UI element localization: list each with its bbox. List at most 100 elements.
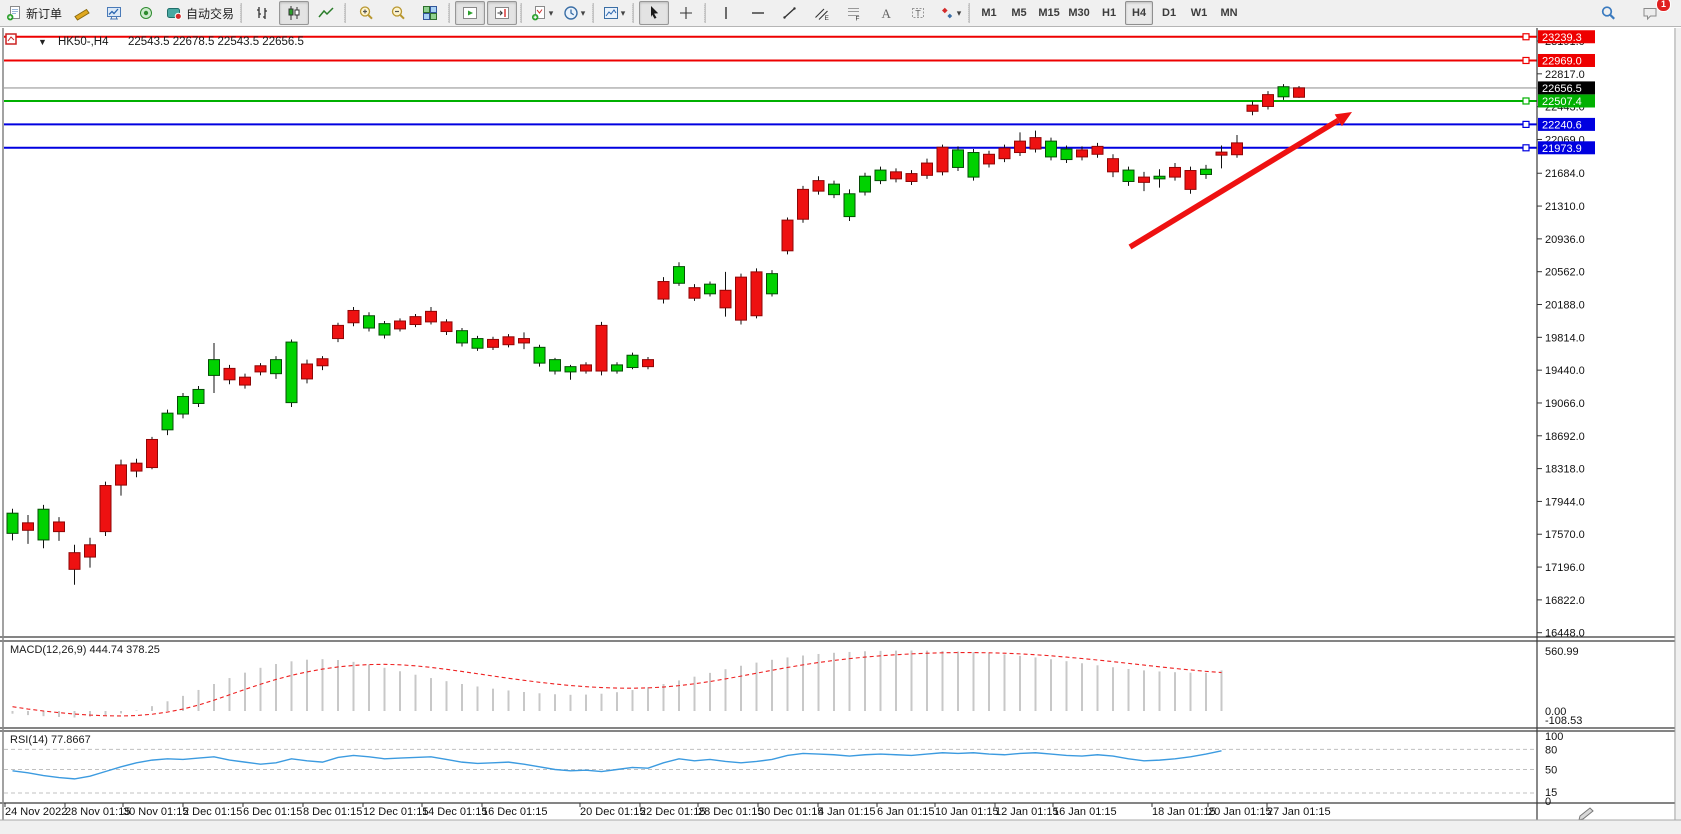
bullish-candle [874,169,887,182]
vertical-line-button[interactable] [711,1,741,25]
rsi-line [12,750,1222,780]
zoom-in-button[interactable] [351,1,381,25]
timeframe-w1-button[interactable]: W1 [1190,7,1208,19]
bearish-candle [642,359,654,368]
auto-scroll-button[interactable] [455,1,486,25]
bearish-candle [239,376,251,386]
time-axis-label[interactable]: 16 Jan 01:15 [1053,806,1117,818]
bearish-candle [657,281,670,300]
new-order-button[interactable]: 新订单 [3,1,65,25]
zoom-out-button[interactable] [383,1,413,25]
symbol-period-title: HK50-,H4 [58,36,109,48]
timeframe-m15-button[interactable]: M15 [1038,7,1060,19]
autotrading-button[interactable]: 自动交易 [163,1,237,25]
tile-windows-icon [422,5,438,21]
cursor-button[interactable] [639,1,670,25]
time-axis-label[interactable]: 16 Dec 01:15 [482,806,547,818]
chart-shift-button[interactable] [487,1,518,25]
chart-flag-icon [5,33,17,45]
bearish-candle [409,316,422,326]
time-axis-label[interactable]: 6 Dec 01:15 [243,806,302,818]
timeframe-d1-button[interactable]: D1 [1162,7,1177,19]
toolbar-group: M1 M5 M15 M30 H1 H4 D1 W1 MN [974,1,1244,25]
bearish-candle [68,552,81,570]
chevron-down-icon[interactable]: ▾ [620,7,626,18]
pencil-icon[interactable] [1578,807,1594,821]
time-axis-label[interactable]: 30 Nov 01:15 [123,806,188,818]
bearish-candle [1215,151,1228,156]
data-window-button[interactable] [131,1,161,25]
chart-background [0,28,1681,834]
market-watch-button[interactable] [99,1,129,25]
fibonacci-button[interactable]: F [839,1,869,25]
line-handle[interactable] [1522,56,1530,65]
y-axis-tick-label: 18318.0 [1545,464,1585,476]
chart-window[interactable]: 23191.022817.022443.022069.021684.021310… [0,28,1681,834]
crosshair-button[interactable] [671,1,701,25]
shapes-button[interactable]: ▾ [935,1,965,25]
channel-button[interactable]: E [807,1,837,25]
ohlc-bars-button[interactable] [247,1,277,25]
chart-canvas[interactable]: 23191.022817.022443.022069.021684.021310… [0,28,1681,834]
time-axis-label[interactable]: 27 Jan 01:15 [1267,806,1331,818]
time-axis-label[interactable]: 10 Jan 01:15 [935,806,999,818]
trendline-button[interactable] [775,1,805,25]
bearish-candle [1107,158,1119,173]
horizontal-line-button[interactable] [743,1,773,25]
line-handle[interactable] [1522,33,1530,41]
chevron-down-icon[interactable]: ▾ [580,7,586,18]
timeframe-m30-button[interactable]: M30 [1068,7,1090,19]
fibonacci-icon: F [846,5,862,21]
timeframe-m1-button[interactable]: M1 [981,7,997,19]
bullish-candle [673,266,685,284]
timeframe-h1-button[interactable]: H1 [1102,7,1117,19]
time-axis-label[interactable]: 20 Dec 01:15 [580,806,645,818]
rsi-level-label: 100 [1545,731,1563,743]
time-axis-label[interactable]: 28 Dec 01:15 [698,806,763,818]
timeframe-m5-button[interactable]: M5 [1011,7,1027,19]
trend-arrow-head[interactable] [1334,112,1352,127]
timeframe-mn-button[interactable]: MN [1220,7,1238,19]
periods-button[interactable]: ▾ [559,1,589,25]
chevron-down-icon[interactable]: ▾ [956,7,962,18]
time-axis-label[interactable]: 12 Jan 01:15 [995,806,1059,818]
line-handle[interactable] [1522,120,1530,128]
y-axis-tick-label: 16822.0 [1545,595,1585,607]
indicators-button[interactable]: ▾ [527,1,557,25]
notifications-button[interactable]: 1 [1635,0,1671,25]
time-axis-label[interactable]: 22 Dec 01:15 [640,806,705,818]
bullish-candle [363,315,375,329]
rsi-level-label: 15 [1545,787,1557,799]
candlesticks-button[interactable] [279,1,310,25]
trend-arrow-line[interactable] [1128,117,1340,250]
time-axis-label[interactable]: 8 Dec 01:15 [303,806,362,818]
profiles-button[interactable] [67,1,97,25]
rsi-level-label: 50 [1545,765,1557,777]
timeframe-h4-button[interactable]: H4 [1125,1,1154,25]
time-axis-label[interactable]: 30 Dec 01:15 [758,806,823,818]
time-axis-label[interactable]: 6 Jan 01:15 [877,806,935,818]
line-chart-button[interactable] [311,1,341,25]
y-axis-tick-label: 18692.0 [1545,431,1585,443]
text-label-button[interactable]: T [903,1,933,25]
bullish-candle [177,395,189,415]
time-axis-label[interactable]: 24 Nov 2022 [5,806,67,818]
line-handle[interactable] [1522,97,1530,105]
chevron-down-icon[interactable]: ▾ [548,7,554,18]
bearish-candle [1169,166,1181,178]
tile-windows-button[interactable] [415,1,445,25]
templates-button[interactable]: ▾ [599,1,629,25]
time-axis-label[interactable]: 2 Dec 01:15 [183,806,242,818]
ohlc-readout: 22543.5 22678.5 22543.5 22656.5 [128,36,304,48]
time-axis-label[interactable]: 4 Jan 01:15 [818,806,876,818]
time-axis-label[interactable]: 18 Jan 01:15 [1152,806,1216,818]
time-axis-label[interactable]: 20 Jan 01:15 [1208,806,1272,818]
search-button[interactable] [1593,1,1623,25]
time-axis-label[interactable]: 12 Dec 01:15 [363,806,428,818]
time-axis-label[interactable]: 14 Dec 01:15 [422,806,487,818]
svg-text:T: T [915,8,921,18]
symbol-dropdown-icon[interactable]: ▼ [38,37,47,47]
text-button[interactable]: A [871,1,901,25]
time-axis-label[interactable]: 28 Nov 01:15 [65,806,130,818]
line-handle[interactable] [1522,144,1530,152]
